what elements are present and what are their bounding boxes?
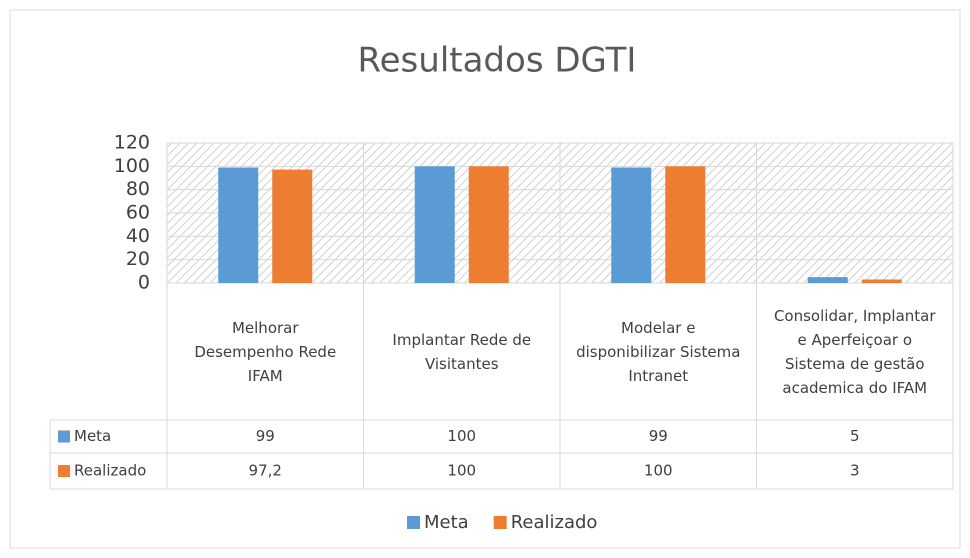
- table-legend-key: [58, 465, 70, 477]
- table-row-label: Realizado: [74, 462, 146, 480]
- category-label: Consolidar, Implantar e Aperfeiçoar o Si…: [773, 306, 936, 397]
- table-value: 99: [256, 427, 275, 445]
- table-value: 99: [649, 427, 668, 445]
- category-label: Implantar Rede de Visitantes: [392, 330, 532, 373]
- legend-label: Meta: [424, 512, 469, 533]
- table-legend-key: [58, 430, 70, 443]
- y-tick-label: 40: [126, 225, 150, 247]
- table-row-label: Meta: [74, 427, 111, 445]
- y-tick-label: 60: [126, 202, 150, 224]
- y-tick-label: 20: [126, 248, 150, 270]
- category-label: Melhorar Desempenho Rede IFAM: [194, 318, 337, 385]
- category-label: Modelar e disponibilizar Sistema Intrane…: [576, 318, 741, 385]
- table-value: 3: [850, 462, 860, 480]
- bar: [611, 167, 652, 283]
- legend-label: Realizado: [511, 512, 598, 533]
- legend-key: [493, 516, 507, 529]
- y-tick-label: 120: [114, 132, 150, 154]
- bar: [218, 167, 259, 283]
- legend-key: [407, 516, 420, 529]
- table-value: 5: [850, 427, 860, 445]
- y-tick-label: 80: [126, 178, 150, 200]
- bar: [861, 279, 902, 283]
- table-value: 100: [447, 427, 476, 445]
- bar: [665, 166, 706, 283]
- table-value: 97,2: [249, 462, 282, 480]
- y-tick-label: 100: [114, 155, 150, 177]
- table-value: 100: [644, 462, 673, 480]
- chart-title: Resultados DGTI: [358, 41, 637, 81]
- bar: [468, 166, 509, 283]
- bar: [414, 166, 455, 283]
- y-tick-label: 0: [138, 272, 150, 294]
- bar: [807, 277, 848, 283]
- table-value: 100: [447, 462, 476, 480]
- bar: [272, 169, 313, 283]
